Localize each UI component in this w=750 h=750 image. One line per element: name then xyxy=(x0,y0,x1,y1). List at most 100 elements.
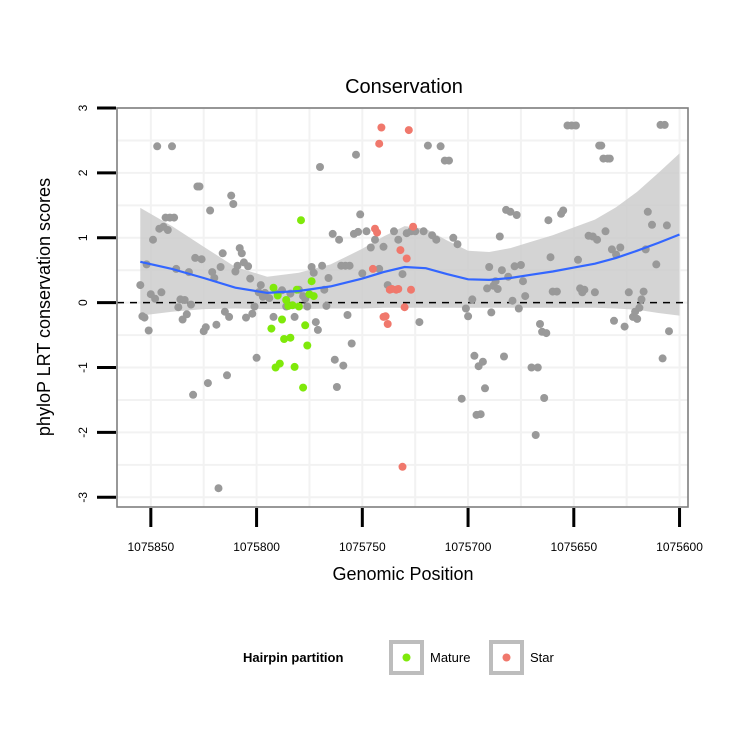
data-point xyxy=(322,301,331,310)
data-point-mature xyxy=(273,291,282,300)
data-point xyxy=(542,329,551,338)
data-point-star xyxy=(375,139,384,148)
data-point xyxy=(394,235,403,244)
data-point xyxy=(347,339,356,348)
legend-title: Hairpin partition xyxy=(243,650,343,665)
data-point xyxy=(269,312,278,321)
y-tick-label: 0 xyxy=(76,299,90,306)
data-point xyxy=(375,264,384,273)
data-point xyxy=(445,156,453,165)
data-point xyxy=(332,383,341,391)
data-point-mature xyxy=(267,324,276,333)
data-point xyxy=(544,216,553,225)
legend-label-star: Star xyxy=(530,650,555,665)
data-point xyxy=(643,207,652,216)
data-point-mature xyxy=(303,341,312,350)
x-tick-label: 1075650 xyxy=(550,540,597,554)
data-point xyxy=(633,314,642,323)
data-point xyxy=(191,253,200,262)
data-point xyxy=(237,249,246,258)
data-point xyxy=(242,313,250,322)
data-point xyxy=(195,182,204,191)
data-point xyxy=(174,303,183,312)
data-point-mature xyxy=(292,285,301,294)
data-point xyxy=(601,227,610,236)
data-point xyxy=(574,255,582,264)
data-point-mature xyxy=(286,333,295,342)
data-point-star xyxy=(383,320,392,328)
data-point xyxy=(233,261,242,270)
data-point xyxy=(290,312,299,321)
data-point xyxy=(328,229,337,238)
data-point xyxy=(648,220,656,229)
data-point xyxy=(170,213,179,222)
data-point xyxy=(203,379,212,388)
data-point xyxy=(153,142,162,151)
data-point xyxy=(639,287,648,296)
data-point xyxy=(436,142,445,151)
x-tick-label: 1075850 xyxy=(127,540,174,554)
legend-key-star xyxy=(502,653,511,662)
smooth-line xyxy=(140,233,680,295)
data-point xyxy=(559,206,568,215)
data-point xyxy=(470,351,479,360)
data-point xyxy=(616,243,625,252)
data-point xyxy=(453,240,462,249)
data-point xyxy=(415,318,424,327)
data-point xyxy=(493,285,502,293)
data-point-star xyxy=(373,228,382,237)
data-point xyxy=(303,302,312,311)
data-point xyxy=(339,361,348,370)
data-point xyxy=(309,268,318,277)
y-tick-label: 3 xyxy=(76,104,90,111)
data-point xyxy=(485,263,494,271)
data-point xyxy=(637,295,646,304)
data-point xyxy=(497,266,506,275)
legend-label-mature: Mature xyxy=(430,650,470,665)
plot-panel-border xyxy=(116,107,689,508)
x-tick-label: 1075800 xyxy=(233,540,280,554)
y-tick-label: 1 xyxy=(76,234,90,241)
data-point-mature xyxy=(294,302,303,311)
data-point xyxy=(464,312,473,321)
data-point xyxy=(662,221,671,230)
data-point xyxy=(216,263,225,271)
data-point xyxy=(163,226,172,234)
data-point xyxy=(500,352,508,361)
data-point xyxy=(516,261,525,269)
data-point xyxy=(605,154,614,163)
x-tick-label: 1075700 xyxy=(445,540,492,554)
data-point xyxy=(624,288,633,297)
data-point xyxy=(140,313,149,322)
data-point xyxy=(366,243,375,252)
data-point xyxy=(182,310,191,319)
data-point-mature xyxy=(275,359,284,368)
data-point-mature xyxy=(309,292,318,301)
data-point xyxy=(483,284,492,293)
data-point-star xyxy=(394,285,403,293)
data-point xyxy=(206,206,215,215)
data-point xyxy=(379,242,388,251)
data-point-star xyxy=(407,285,415,294)
data-point xyxy=(531,431,540,439)
data-point xyxy=(658,354,667,363)
data-point xyxy=(398,270,407,279)
data-point xyxy=(229,200,238,208)
smooth-line-layer xyxy=(140,233,680,295)
data-point xyxy=(330,355,339,364)
data-point xyxy=(265,294,274,303)
data-point xyxy=(487,308,496,317)
data-point xyxy=(481,384,489,393)
data-point xyxy=(508,296,517,305)
data-point xyxy=(536,320,544,328)
data-point xyxy=(660,120,669,129)
data-point xyxy=(527,363,536,372)
data-point xyxy=(256,281,265,290)
data-point xyxy=(354,227,363,236)
chart-title: Conservation xyxy=(345,76,463,98)
data-point-mature xyxy=(278,315,286,324)
data-point xyxy=(533,363,542,372)
data-point-star xyxy=(381,312,390,321)
data-point xyxy=(168,142,176,151)
y-tick-label: -2 xyxy=(76,427,90,438)
